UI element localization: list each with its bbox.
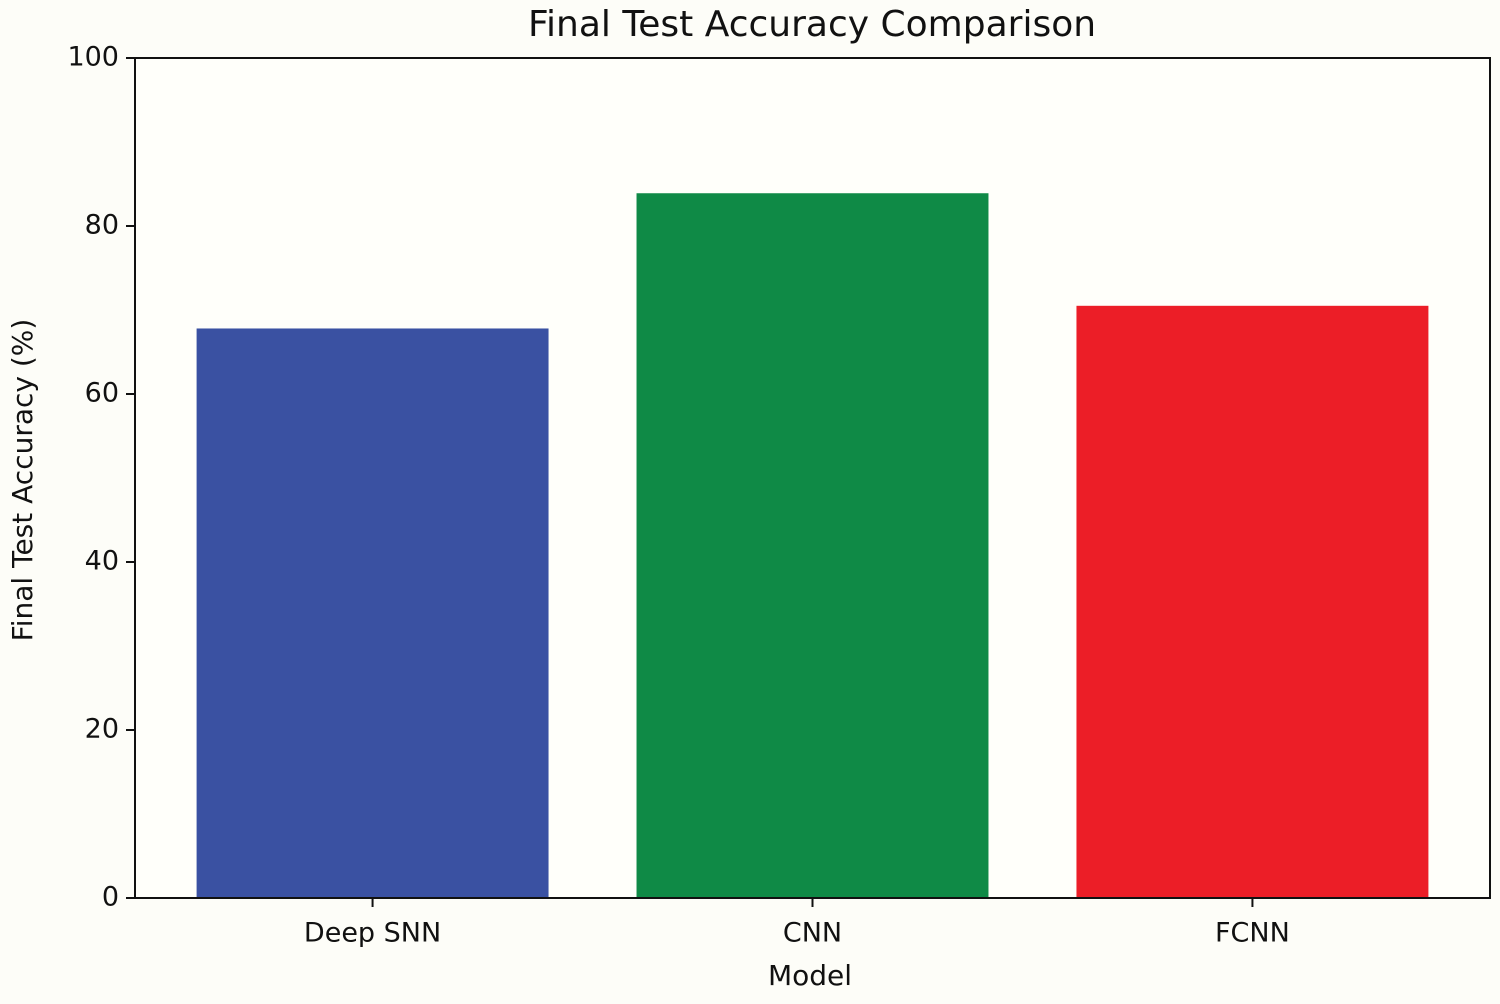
x-tick-label: FCNN <box>1215 918 1290 949</box>
x-tick-label: CNN <box>783 918 842 949</box>
bar <box>196 328 549 899</box>
y-tick-label: 80 <box>85 210 119 241</box>
chart-title: Final Test Accuracy Comparison <box>528 4 1096 45</box>
bar <box>1076 305 1429 898</box>
y-tick-label: 0 <box>102 882 119 913</box>
x-tick-label: Deep SNN <box>304 918 441 949</box>
y-tick-label: 100 <box>67 42 119 73</box>
y-tick-label: 60 <box>85 378 119 409</box>
y-tick-label: 20 <box>85 714 119 745</box>
x-axis-label: Model <box>768 959 852 992</box>
bar <box>636 193 989 899</box>
y-tick-label: 40 <box>85 546 119 577</box>
plot-frame <box>134 57 1491 899</box>
y-axis-label: Final Test Accuracy (%) <box>6 319 39 642</box>
